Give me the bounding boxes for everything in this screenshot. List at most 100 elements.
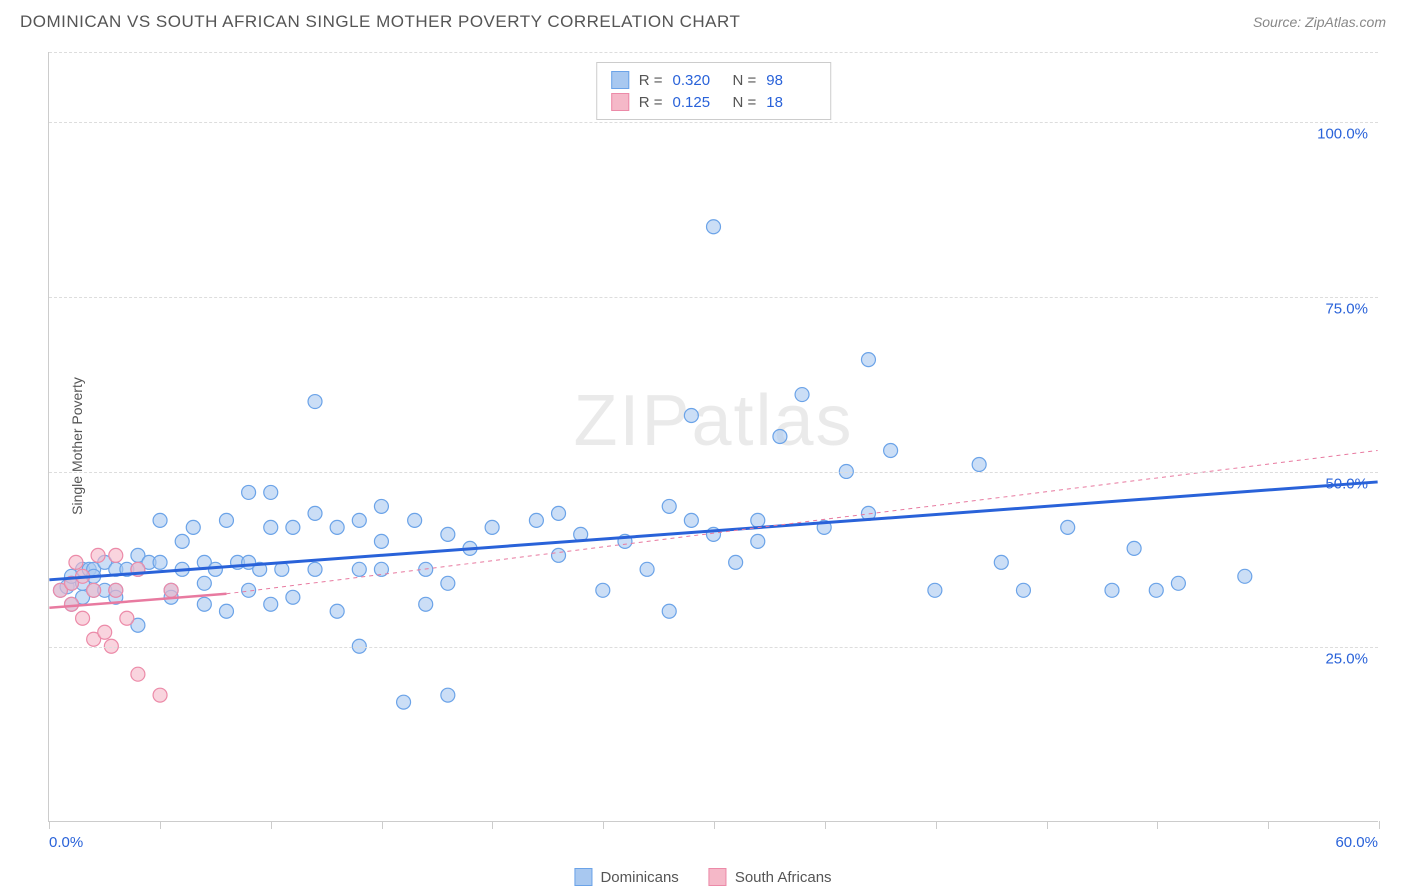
data-point: [352, 562, 366, 576]
bottom-legend: Dominicans South Africans: [574, 868, 831, 886]
data-point: [707, 220, 721, 234]
data-point: [98, 625, 112, 639]
data-point: [264, 520, 278, 534]
data-point: [884, 443, 898, 457]
data-point: [219, 513, 233, 527]
x-tick: [492, 821, 493, 829]
data-point: [153, 555, 167, 569]
data-point: [662, 604, 676, 618]
legend-label: South Africans: [735, 869, 832, 886]
data-point: [529, 513, 543, 527]
data-point: [1105, 583, 1119, 597]
gridline: [49, 52, 1378, 53]
data-point: [441, 576, 455, 590]
chart-source: Source: ZipAtlas.com: [1253, 14, 1386, 30]
data-point: [662, 499, 676, 513]
data-point: [153, 688, 167, 702]
data-point: [264, 597, 278, 611]
data-point: [186, 520, 200, 534]
legend-label: Dominicans: [600, 869, 678, 886]
x-tick: [1268, 821, 1269, 829]
x-tick: [160, 821, 161, 829]
y-tick-label: 50.0%: [1325, 476, 1368, 493]
x-tick: [382, 821, 383, 829]
x-tick: [1379, 821, 1380, 829]
data-point: [419, 597, 433, 611]
data-point: [308, 562, 322, 576]
data-point: [109, 583, 123, 597]
data-point: [120, 611, 134, 625]
data-point: [1238, 569, 1252, 583]
data-point: [264, 485, 278, 499]
data-point: [441, 527, 455, 541]
data-point: [330, 520, 344, 534]
data-point: [861, 353, 875, 367]
data-point: [684, 513, 698, 527]
data-point: [153, 513, 167, 527]
data-point: [408, 513, 422, 527]
chart-title: DOMINICAN VS SOUTH AFRICAN SINGLE MOTHER…: [20, 12, 740, 32]
data-point: [131, 667, 145, 681]
data-point: [729, 555, 743, 569]
data-point: [352, 513, 366, 527]
data-point: [286, 590, 300, 604]
x-tick: [825, 821, 826, 829]
data-point: [76, 611, 90, 625]
data-point: [197, 576, 211, 590]
data-point: [397, 695, 411, 709]
data-point: [286, 520, 300, 534]
data-point: [552, 506, 566, 520]
gridline: [49, 472, 1378, 473]
x-tick: [936, 821, 937, 829]
data-point: [65, 597, 79, 611]
scatter-plot-svg: [49, 52, 1378, 821]
data-point: [751, 513, 765, 527]
data-point: [330, 604, 344, 618]
data-point: [928, 583, 942, 597]
data-point: [242, 485, 256, 499]
data-point: [164, 583, 178, 597]
data-point: [308, 395, 322, 409]
gridline: [49, 647, 1378, 648]
data-point: [374, 534, 388, 548]
data-point: [1016, 583, 1030, 597]
x-tick-label: 0.0%: [49, 834, 83, 851]
data-point: [91, 548, 105, 562]
x-tick: [1157, 821, 1158, 829]
legend-swatch: [709, 868, 727, 886]
data-point: [441, 688, 455, 702]
data-point: [596, 583, 610, 597]
y-tick-label: 75.0%: [1325, 301, 1368, 318]
legend-item: South Africans: [709, 868, 832, 886]
x-tick: [1047, 821, 1048, 829]
data-point: [552, 548, 566, 562]
data-point: [175, 534, 189, 548]
data-point: [308, 506, 322, 520]
data-point: [1149, 583, 1163, 597]
data-point: [1171, 576, 1185, 590]
x-tick: [49, 821, 50, 829]
data-point: [1061, 520, 1075, 534]
data-point: [994, 555, 1008, 569]
data-point: [197, 597, 211, 611]
data-point: [972, 457, 986, 471]
legend-item: Dominicans: [574, 868, 678, 886]
data-point: [751, 534, 765, 548]
data-point: [69, 555, 83, 569]
data-point: [1127, 541, 1141, 555]
data-point: [109, 548, 123, 562]
data-point: [795, 388, 809, 402]
x-tick: [714, 821, 715, 829]
gridline: [49, 122, 1378, 123]
chart-plot-area: ZIPatlas R = 0.320 N = 98 R = 0.125 N = …: [48, 52, 1378, 822]
data-point: [684, 409, 698, 423]
data-point: [773, 430, 787, 444]
data-point: [485, 520, 499, 534]
x-tick-label: 60.0%: [1335, 834, 1378, 851]
data-point: [219, 604, 233, 618]
chart-header: DOMINICAN VS SOUTH AFRICAN SINGLE MOTHER…: [0, 0, 1406, 40]
y-tick-label: 100.0%: [1317, 126, 1368, 143]
data-point: [87, 583, 101, 597]
legend-swatch: [574, 868, 592, 886]
gridline: [49, 297, 1378, 298]
